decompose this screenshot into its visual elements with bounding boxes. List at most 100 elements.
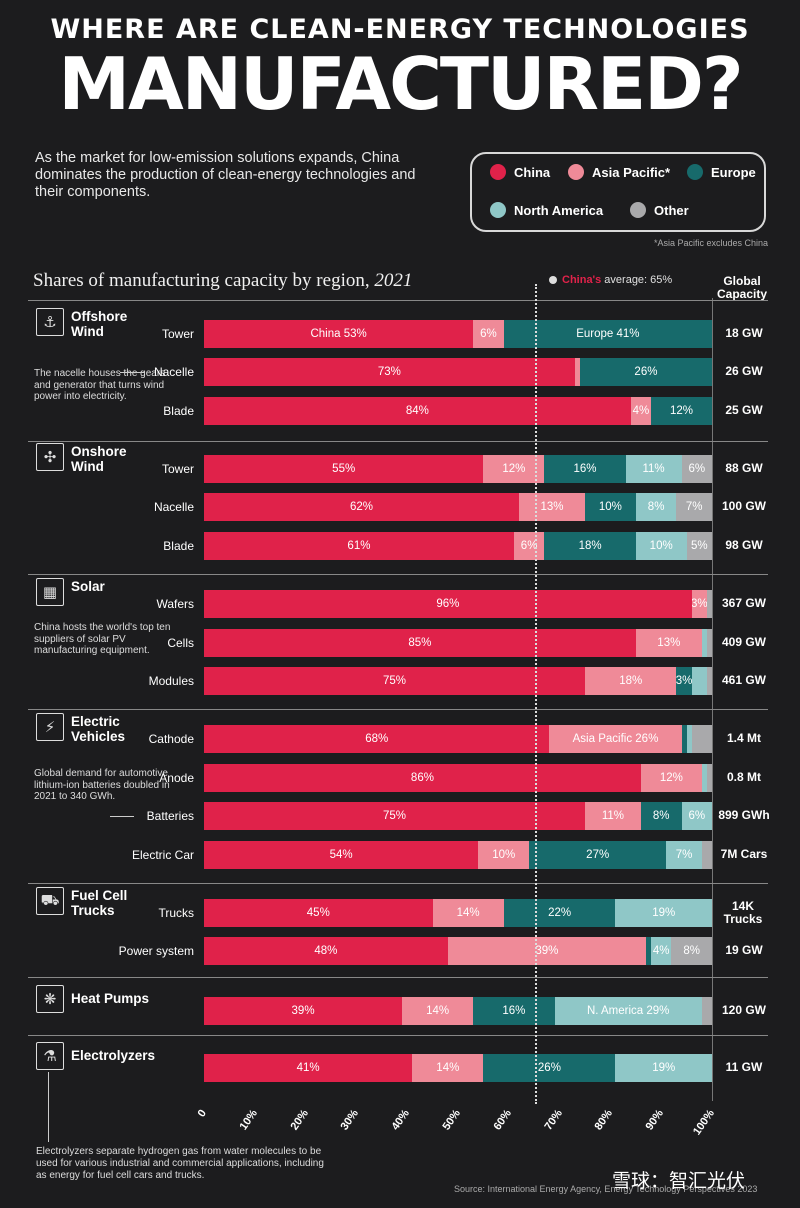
legend-label: Other [654, 202, 689, 218]
capacity-value: 88 GW [725, 461, 763, 475]
bar-row: 61% 6% 18% 10% 5% [204, 532, 712, 560]
component-label: Tower [161, 462, 194, 476]
component-label: Wafers [156, 597, 194, 611]
bar-segment: 54% [204, 841, 479, 869]
bar-row: 84% 4% 12% [204, 397, 712, 425]
average-label-china: China's [562, 274, 602, 286]
bar-segment: N. America 29% [554, 997, 702, 1025]
component-label: Anode [159, 771, 194, 785]
bar-segment: 13% [518, 493, 585, 521]
bar-segment: 14% [402, 997, 474, 1025]
component-label: Blade [163, 404, 194, 418]
section-divider [28, 441, 768, 442]
x-tick-label: 30% [338, 1107, 362, 1133]
component-label: Nacelle [153, 500, 194, 514]
bar-segment: 12% [651, 397, 712, 425]
bar-segment [701, 997, 712, 1025]
bar-segment: Europe 41% [503, 320, 712, 348]
bar-segment: 3% [691, 590, 707, 618]
chart-title: Shares of manufacturing capacity by regi… [33, 270, 412, 292]
bar-segment: 12% [640, 764, 702, 792]
capacity-value: 0.8 Mt [726, 770, 761, 784]
china-average-label: China's average: 65% [549, 274, 672, 286]
bar-segment: 16% [473, 997, 555, 1025]
average-label-value: average: 65% [604, 274, 673, 286]
bar-segment: 39% [447, 937, 646, 965]
component-label: Batteries [146, 809, 194, 823]
bar-row: 48% 39% 4% 8% [204, 937, 712, 965]
capacity-value: 25 GW [725, 403, 763, 417]
bar-segment: 3% [676, 667, 692, 695]
bar-segment: 26% [483, 1054, 616, 1082]
bar-row: China 53% 6% Europe 41% [204, 320, 712, 348]
legend-label: Asia Pacific* [592, 164, 671, 180]
electrolyzer-note-connector [48, 1072, 49, 1142]
section-divider [28, 300, 768, 301]
legend-swatch [490, 202, 506, 218]
bar-segment [574, 358, 580, 386]
bar-row: 73% 26% [204, 358, 712, 386]
capacity-column-divider [712, 298, 713, 1101]
bar-segment: 6% [681, 455, 712, 483]
legend-item: China [490, 164, 550, 180]
bar-segment [645, 937, 652, 965]
section-divider [28, 709, 768, 710]
bar-segment: 73% [204, 358, 575, 386]
bar-segment: 68% [204, 725, 550, 753]
component-label: Trucks [158, 906, 194, 920]
capacity-value: 1.4 Mt [726, 731, 761, 745]
legend-item: North America [490, 202, 603, 218]
bar-segment: 41% [204, 1054, 413, 1082]
component-label: Nacelle [153, 365, 194, 379]
bar-row: 75% 11% 8% 6% [204, 802, 712, 830]
bar-segment [706, 764, 712, 792]
x-tick-label: 0 [195, 1107, 209, 1120]
bar-segment: 75% [204, 667, 585, 695]
category-name: Solar [71, 579, 105, 594]
bar-segment: 13% [635, 629, 702, 657]
x-tick-label: 10% [237, 1107, 260, 1133]
bar-segment [701, 841, 712, 869]
bar-segment: 18% [585, 667, 677, 695]
component-label: Electric Car [131, 848, 194, 862]
component-label: Power system [118, 944, 194, 958]
legend-label: China [514, 164, 551, 180]
bar-row: 39% 14% 16% N. America 29% [204, 997, 712, 1025]
x-tick-label: 60% [491, 1107, 514, 1133]
bar-segment [686, 725, 692, 753]
bar-segment: 22% [503, 899, 616, 927]
x-tick-label: 40% [389, 1107, 413, 1133]
bar-segment: 27% [529, 841, 667, 869]
bar-segment [701, 764, 707, 792]
bar-segment: 55% [204, 455, 484, 483]
bar-row: 62% 13% 10% 8% 7% [204, 493, 712, 521]
bar-segment: China 53% [204, 320, 474, 348]
bar-segment [701, 629, 707, 657]
capacity-value: 899 GWh [718, 808, 770, 822]
x-tick-label: 80% [592, 1107, 616, 1133]
capacity-value: 120 GW [721, 1003, 766, 1017]
capacity-value: 98 GW [725, 538, 763, 552]
x-tick-label: 70% [542, 1107, 565, 1133]
truck-icon: ⛟ [36, 887, 64, 915]
legend-item: Europe [687, 164, 756, 180]
capacity-value: 19 GW [725, 943, 763, 957]
bar-segment: 12% [483, 455, 545, 483]
headline-main: MANUFACTURED? [58, 42, 743, 126]
bar-segment: 8% [640, 802, 682, 830]
ev-charger-icon: ⚡ [36, 713, 64, 741]
section-divider [28, 574, 768, 575]
bar-segment: 61% [204, 532, 514, 560]
bar-row: 86% 12% [204, 764, 712, 792]
bar-segment: 39% [204, 997, 403, 1025]
intro-text: As the market for low-emission solutions… [35, 150, 416, 200]
china-average-line [535, 284, 537, 1104]
note-connector [110, 816, 134, 817]
bar-segment: 4% [651, 937, 672, 965]
capacity-value: 18 GW [725, 326, 763, 340]
bar-segment [706, 590, 712, 618]
chart-title-year: 2021 [374, 270, 413, 291]
solar-panel-icon: ▦ [36, 578, 64, 606]
legend-swatch [490, 164, 506, 180]
x-tick-label: 20% [288, 1107, 311, 1133]
